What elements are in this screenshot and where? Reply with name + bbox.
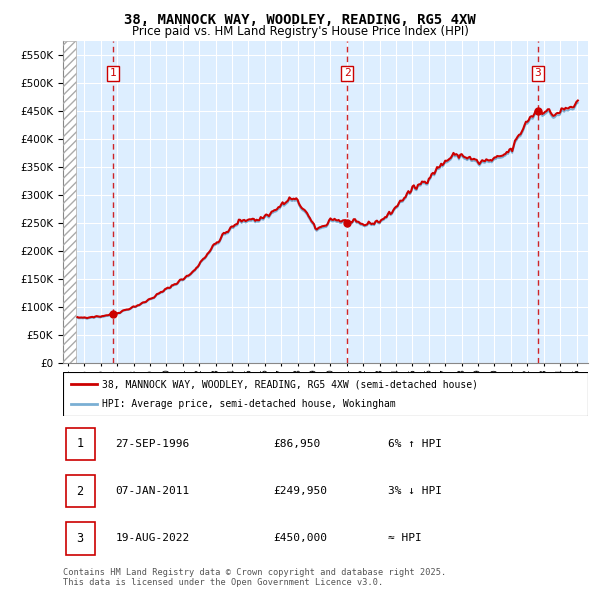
Text: 1: 1 [110, 68, 116, 78]
Text: 27-SEP-1996: 27-SEP-1996 [115, 439, 190, 449]
Text: £249,950: £249,950 [273, 486, 327, 496]
Text: 2: 2 [344, 68, 350, 78]
Text: 3: 3 [77, 532, 83, 545]
Bar [60, 41, 76, 363]
Bar [65, 428, 95, 460]
Text: 38, MANNOCK WAY, WOODLEY, READING, RG5 4XW (semi-detached house): 38, MANNOCK WAY, WOODLEY, READING, RG5 4… [103, 379, 478, 389]
Text: 1: 1 [77, 437, 83, 451]
Bar [65, 475, 95, 507]
Bar [60, 41, 76, 363]
Text: HPI: Average price, semi-detached house, Wokingham: HPI: Average price, semi-detached house,… [103, 399, 396, 408]
Text: Price paid vs. HM Land Registry's House Price Index (HPI): Price paid vs. HM Land Registry's House … [131, 25, 469, 38]
Text: 2: 2 [77, 484, 83, 498]
Text: 6% ↑ HPI: 6% ↑ HPI [389, 439, 443, 449]
Text: 19-AUG-2022: 19-AUG-2022 [115, 533, 190, 543]
Text: 3: 3 [535, 68, 541, 78]
Text: £86,950: £86,950 [273, 439, 320, 449]
Text: 07-JAN-2011: 07-JAN-2011 [115, 486, 190, 496]
Text: 38, MANNOCK WAY, WOODLEY, READING, RG5 4XW: 38, MANNOCK WAY, WOODLEY, READING, RG5 4… [124, 13, 476, 27]
Text: ≈ HPI: ≈ HPI [389, 533, 422, 543]
Text: £450,000: £450,000 [273, 533, 327, 543]
Text: Contains HM Land Registry data © Crown copyright and database right 2025.
This d: Contains HM Land Registry data © Crown c… [63, 568, 446, 587]
Text: 3% ↓ HPI: 3% ↓ HPI [389, 486, 443, 496]
Bar [65, 522, 95, 555]
